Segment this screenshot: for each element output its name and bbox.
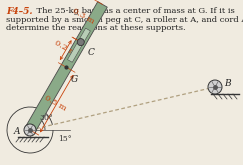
Text: A: A bbox=[14, 128, 20, 136]
Text: 0.5 m: 0.5 m bbox=[43, 94, 67, 113]
Text: determine the reactions at these supports.: determine the reactions at these support… bbox=[6, 24, 186, 32]
Text: 30°: 30° bbox=[39, 114, 53, 122]
Text: C: C bbox=[88, 48, 95, 57]
Polygon shape bbox=[25, 2, 107, 133]
Text: D: D bbox=[106, 0, 114, 1]
Text: 0.3 m: 0.3 m bbox=[71, 7, 95, 26]
Text: G: G bbox=[71, 75, 78, 84]
Text: supported by a smooth peg at C, a roller at A, and cord AB,: supported by a smooth peg at C, a roller… bbox=[6, 16, 243, 23]
Circle shape bbox=[77, 39, 84, 46]
Text: B: B bbox=[224, 80, 231, 88]
Text: F4–5.: F4–5. bbox=[6, 7, 33, 16]
Circle shape bbox=[24, 124, 36, 136]
Circle shape bbox=[208, 80, 222, 94]
Polygon shape bbox=[68, 28, 90, 62]
Text: 0.2 m: 0.2 m bbox=[53, 39, 78, 58]
Text: 15°: 15° bbox=[58, 135, 72, 143]
Text: The 25-kg bar has a center of mass at G. If it is: The 25-kg bar has a center of mass at G.… bbox=[26, 7, 235, 15]
